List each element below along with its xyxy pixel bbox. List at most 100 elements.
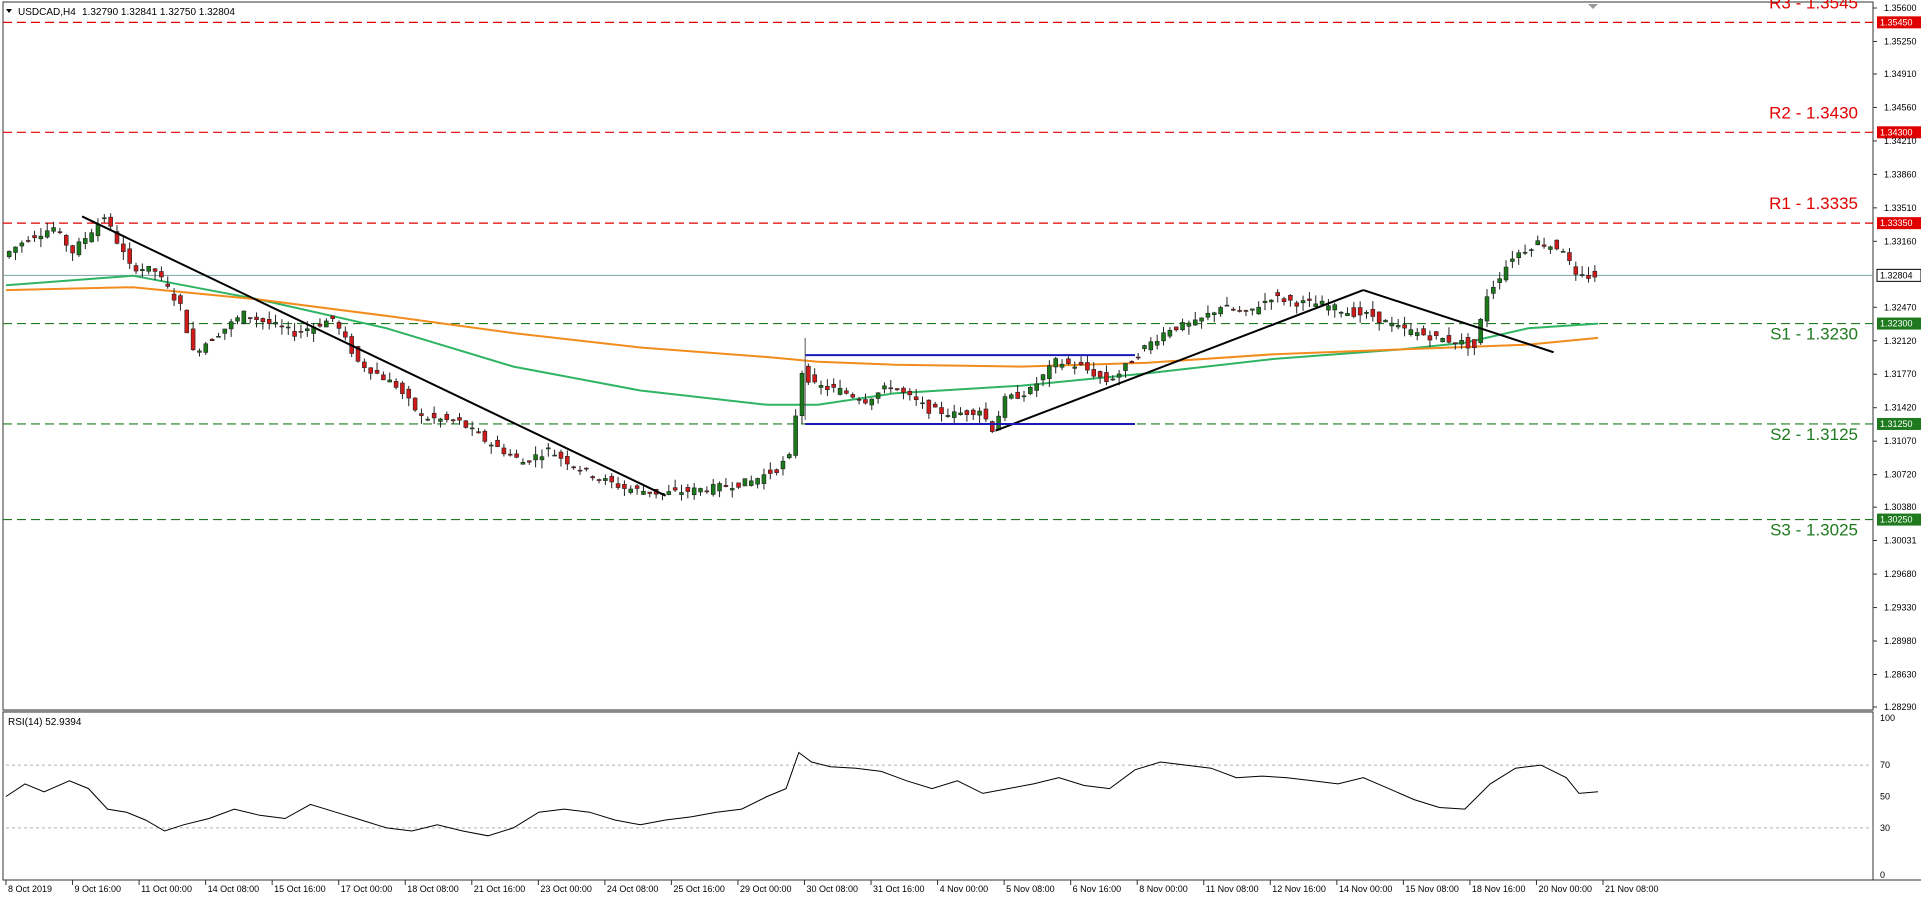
bearish-candle: [901, 387, 906, 393]
bearish-candle: [1066, 358, 1071, 364]
bearish-candle: [596, 479, 602, 481]
bearish-candle: [165, 283, 171, 287]
price-tick-label: 1.31070: [1884, 436, 1917, 446]
level-label-s3: S3 - 1.3025: [1770, 521, 1858, 540]
bullish-candle: [717, 483, 722, 492]
time-tick-label: 25 Oct 16:00: [673, 884, 725, 894]
bearish-candle: [856, 399, 862, 401]
candles-layer: [6, 213, 1598, 501]
bearish-candle: [774, 469, 779, 473]
bearish-candle: [419, 413, 424, 416]
bullish-candle: [1408, 329, 1414, 335]
bearish-candle: [634, 485, 640, 489]
price-tick-label: 1.29680: [1884, 569, 1917, 579]
bearish-candle: [25, 240, 31, 242]
bearish-candle: [913, 396, 919, 401]
bearish-candle: [622, 484, 627, 489]
bearish-candle: [990, 421, 995, 432]
bearish-candle: [32, 235, 37, 239]
bullish-candle: [438, 418, 443, 422]
level-price-tag-text: 1.34300: [1880, 127, 1913, 137]
bullish-candle: [235, 317, 240, 322]
bullish-candle: [951, 411, 957, 418]
bullish-candle: [628, 488, 634, 493]
bullish-candle: [1497, 278, 1502, 283]
bearish-candle: [247, 317, 253, 319]
bullish-candle: [869, 398, 875, 406]
bearish-candle: [768, 469, 773, 474]
bullish-candle: [324, 320, 329, 328]
bearish-candle: [1173, 326, 1179, 331]
bearish-candle: [1275, 292, 1280, 297]
shift-marker-icon[interactable]: [1588, 4, 1598, 9]
price-tick-label: 1.30031: [1884, 536, 1917, 546]
price-tick-label: 1.31420: [1884, 403, 1917, 413]
bullish-candle: [552, 454, 557, 457]
bullish-candle: [76, 241, 82, 256]
bullish-candle: [1338, 311, 1344, 314]
bearish-candle: [159, 271, 164, 278]
trendline[interactable]: [995, 289, 1364, 432]
bearish-candle: [1085, 362, 1090, 371]
bearish-candle: [736, 482, 741, 488]
bullish-candle: [755, 478, 760, 485]
time-axis[interactable]: 8 Oct 2019 9 Oct 16:00 11 Oct 00:00 14 Oct …: [5, 880, 1659, 894]
bearish-candle: [476, 431, 481, 434]
bearish-candle: [57, 231, 63, 234]
bearish-candle: [1586, 274, 1591, 279]
symbol-label[interactable]: USDCAD,H4: [18, 7, 76, 18]
bearish-candle: [330, 315, 335, 319]
time-tick-label: 8 Nov 00:00: [1139, 884, 1188, 894]
level-label-r2: R2 - 1.3430: [1769, 103, 1858, 122]
bearish-candle: [1402, 324, 1407, 329]
bearish-candle: [1091, 369, 1097, 377]
moving-averages-layer: [5, 274, 1599, 406]
bearish-candle: [1097, 371, 1103, 378]
bearish-candle: [907, 390, 913, 396]
bullish-candle: [425, 418, 431, 421]
bearish-candle: [133, 265, 139, 272]
bullish-candle: [305, 328, 310, 332]
bearish-candle: [1592, 270, 1598, 278]
trendline[interactable]: [1363, 289, 1554, 354]
bearish-candle: [266, 319, 272, 324]
bearish-candle: [514, 453, 519, 458]
bearish-candle: [825, 385, 830, 390]
symbol-dropdown-icon[interactable]: [6, 9, 12, 13]
bearish-candle: [121, 243, 126, 253]
bullish-candle: [1383, 319, 1388, 323]
bearish-candle: [1376, 311, 1382, 323]
price-axis[interactable]: 1.35600 1.35250 1.34910 1.34560 1.34210 1.338…: [1873, 3, 1917, 712]
price-tick-label: 1.30380: [1884, 502, 1917, 512]
bearish-candle: [1472, 339, 1477, 349]
bullish-candle: [140, 269, 145, 271]
bearish-candle: [70, 245, 75, 254]
bullish-candle: [603, 478, 608, 481]
bullish-candle: [13, 246, 18, 253]
level-price-tag-text: 1.30250: [1880, 515, 1913, 525]
trendline[interactable]: [81, 215, 667, 497]
bullish-candle: [920, 402, 925, 405]
price-tick-label: 1.35250: [1884, 36, 1917, 46]
bullish-candle: [666, 491, 672, 495]
bearish-candle: [457, 417, 462, 421]
bullish-candle: [818, 385, 824, 388]
bullish-candle: [780, 460, 786, 470]
bearish-candle: [723, 485, 729, 487]
bearish-candle: [577, 469, 583, 472]
bearish-candle: [964, 410, 970, 415]
bullish-candle: [228, 321, 234, 330]
price-tick-label: 1.32470: [1884, 302, 1917, 312]
bearish-candle: [565, 456, 570, 465]
bullish-candle: [742, 478, 748, 487]
bullish-candle: [102, 217, 107, 220]
bearish-candle: [1554, 239, 1560, 250]
bullish-candle: [1028, 386, 1033, 394]
bearish-candle: [1446, 335, 1452, 343]
support-resistance-layer: R3 - 1.3545 1.35450 R2 - 1.3430 1.34300 R1 -…: [3, 0, 1921, 540]
bearish-candle: [1351, 307, 1357, 317]
time-tick-label: 11 Nov 08:00: [1206, 884, 1259, 894]
bullish-candle: [1110, 378, 1116, 381]
price-tick-label: 1.31770: [1884, 369, 1917, 379]
